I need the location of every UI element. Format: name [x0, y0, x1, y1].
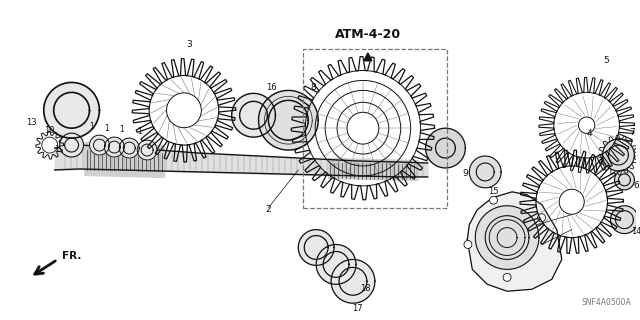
Bar — [303, 49, 447, 208]
Text: 1: 1 — [104, 124, 109, 133]
Text: 9: 9 — [463, 169, 468, 178]
Polygon shape — [104, 137, 124, 157]
Text: 5: 5 — [604, 56, 609, 65]
Polygon shape — [602, 139, 634, 171]
Circle shape — [490, 196, 497, 204]
Polygon shape — [476, 206, 539, 269]
Polygon shape — [469, 156, 501, 188]
Polygon shape — [232, 93, 275, 137]
Text: ATM-4-20: ATM-4-20 — [335, 28, 401, 41]
Text: 15: 15 — [488, 187, 499, 196]
Circle shape — [464, 241, 472, 248]
Polygon shape — [137, 140, 157, 160]
Polygon shape — [259, 91, 318, 150]
Text: 10: 10 — [44, 126, 55, 135]
Text: 16: 16 — [266, 84, 276, 92]
Polygon shape — [467, 192, 562, 291]
Text: 2: 2 — [266, 205, 271, 214]
Text: 16: 16 — [54, 145, 65, 154]
Text: 17: 17 — [315, 266, 326, 275]
Text: 7: 7 — [630, 128, 636, 137]
Text: 1: 1 — [137, 127, 141, 136]
Circle shape — [503, 273, 511, 281]
Circle shape — [538, 214, 545, 222]
Text: FR.: FR. — [61, 252, 81, 261]
Text: 17: 17 — [335, 285, 346, 294]
Text: SNF4A0500A: SNF4A0500A — [582, 298, 632, 307]
Text: 3: 3 — [186, 40, 192, 49]
Text: 13: 13 — [26, 118, 37, 127]
Text: 6: 6 — [634, 181, 639, 190]
Polygon shape — [60, 133, 84, 157]
Polygon shape — [298, 230, 334, 265]
Text: 1: 1 — [89, 122, 94, 131]
Polygon shape — [44, 83, 99, 138]
Text: 1: 1 — [119, 125, 124, 134]
Text: 8: 8 — [310, 84, 316, 92]
Text: 17: 17 — [351, 304, 362, 313]
Text: 4: 4 — [587, 129, 593, 138]
Polygon shape — [316, 244, 356, 284]
Polygon shape — [426, 128, 465, 168]
Polygon shape — [331, 260, 375, 303]
Polygon shape — [611, 206, 638, 234]
Text: 14: 14 — [631, 227, 640, 236]
Polygon shape — [119, 138, 140, 158]
Polygon shape — [90, 135, 109, 155]
Text: 18: 18 — [360, 284, 371, 293]
Polygon shape — [614, 170, 634, 190]
